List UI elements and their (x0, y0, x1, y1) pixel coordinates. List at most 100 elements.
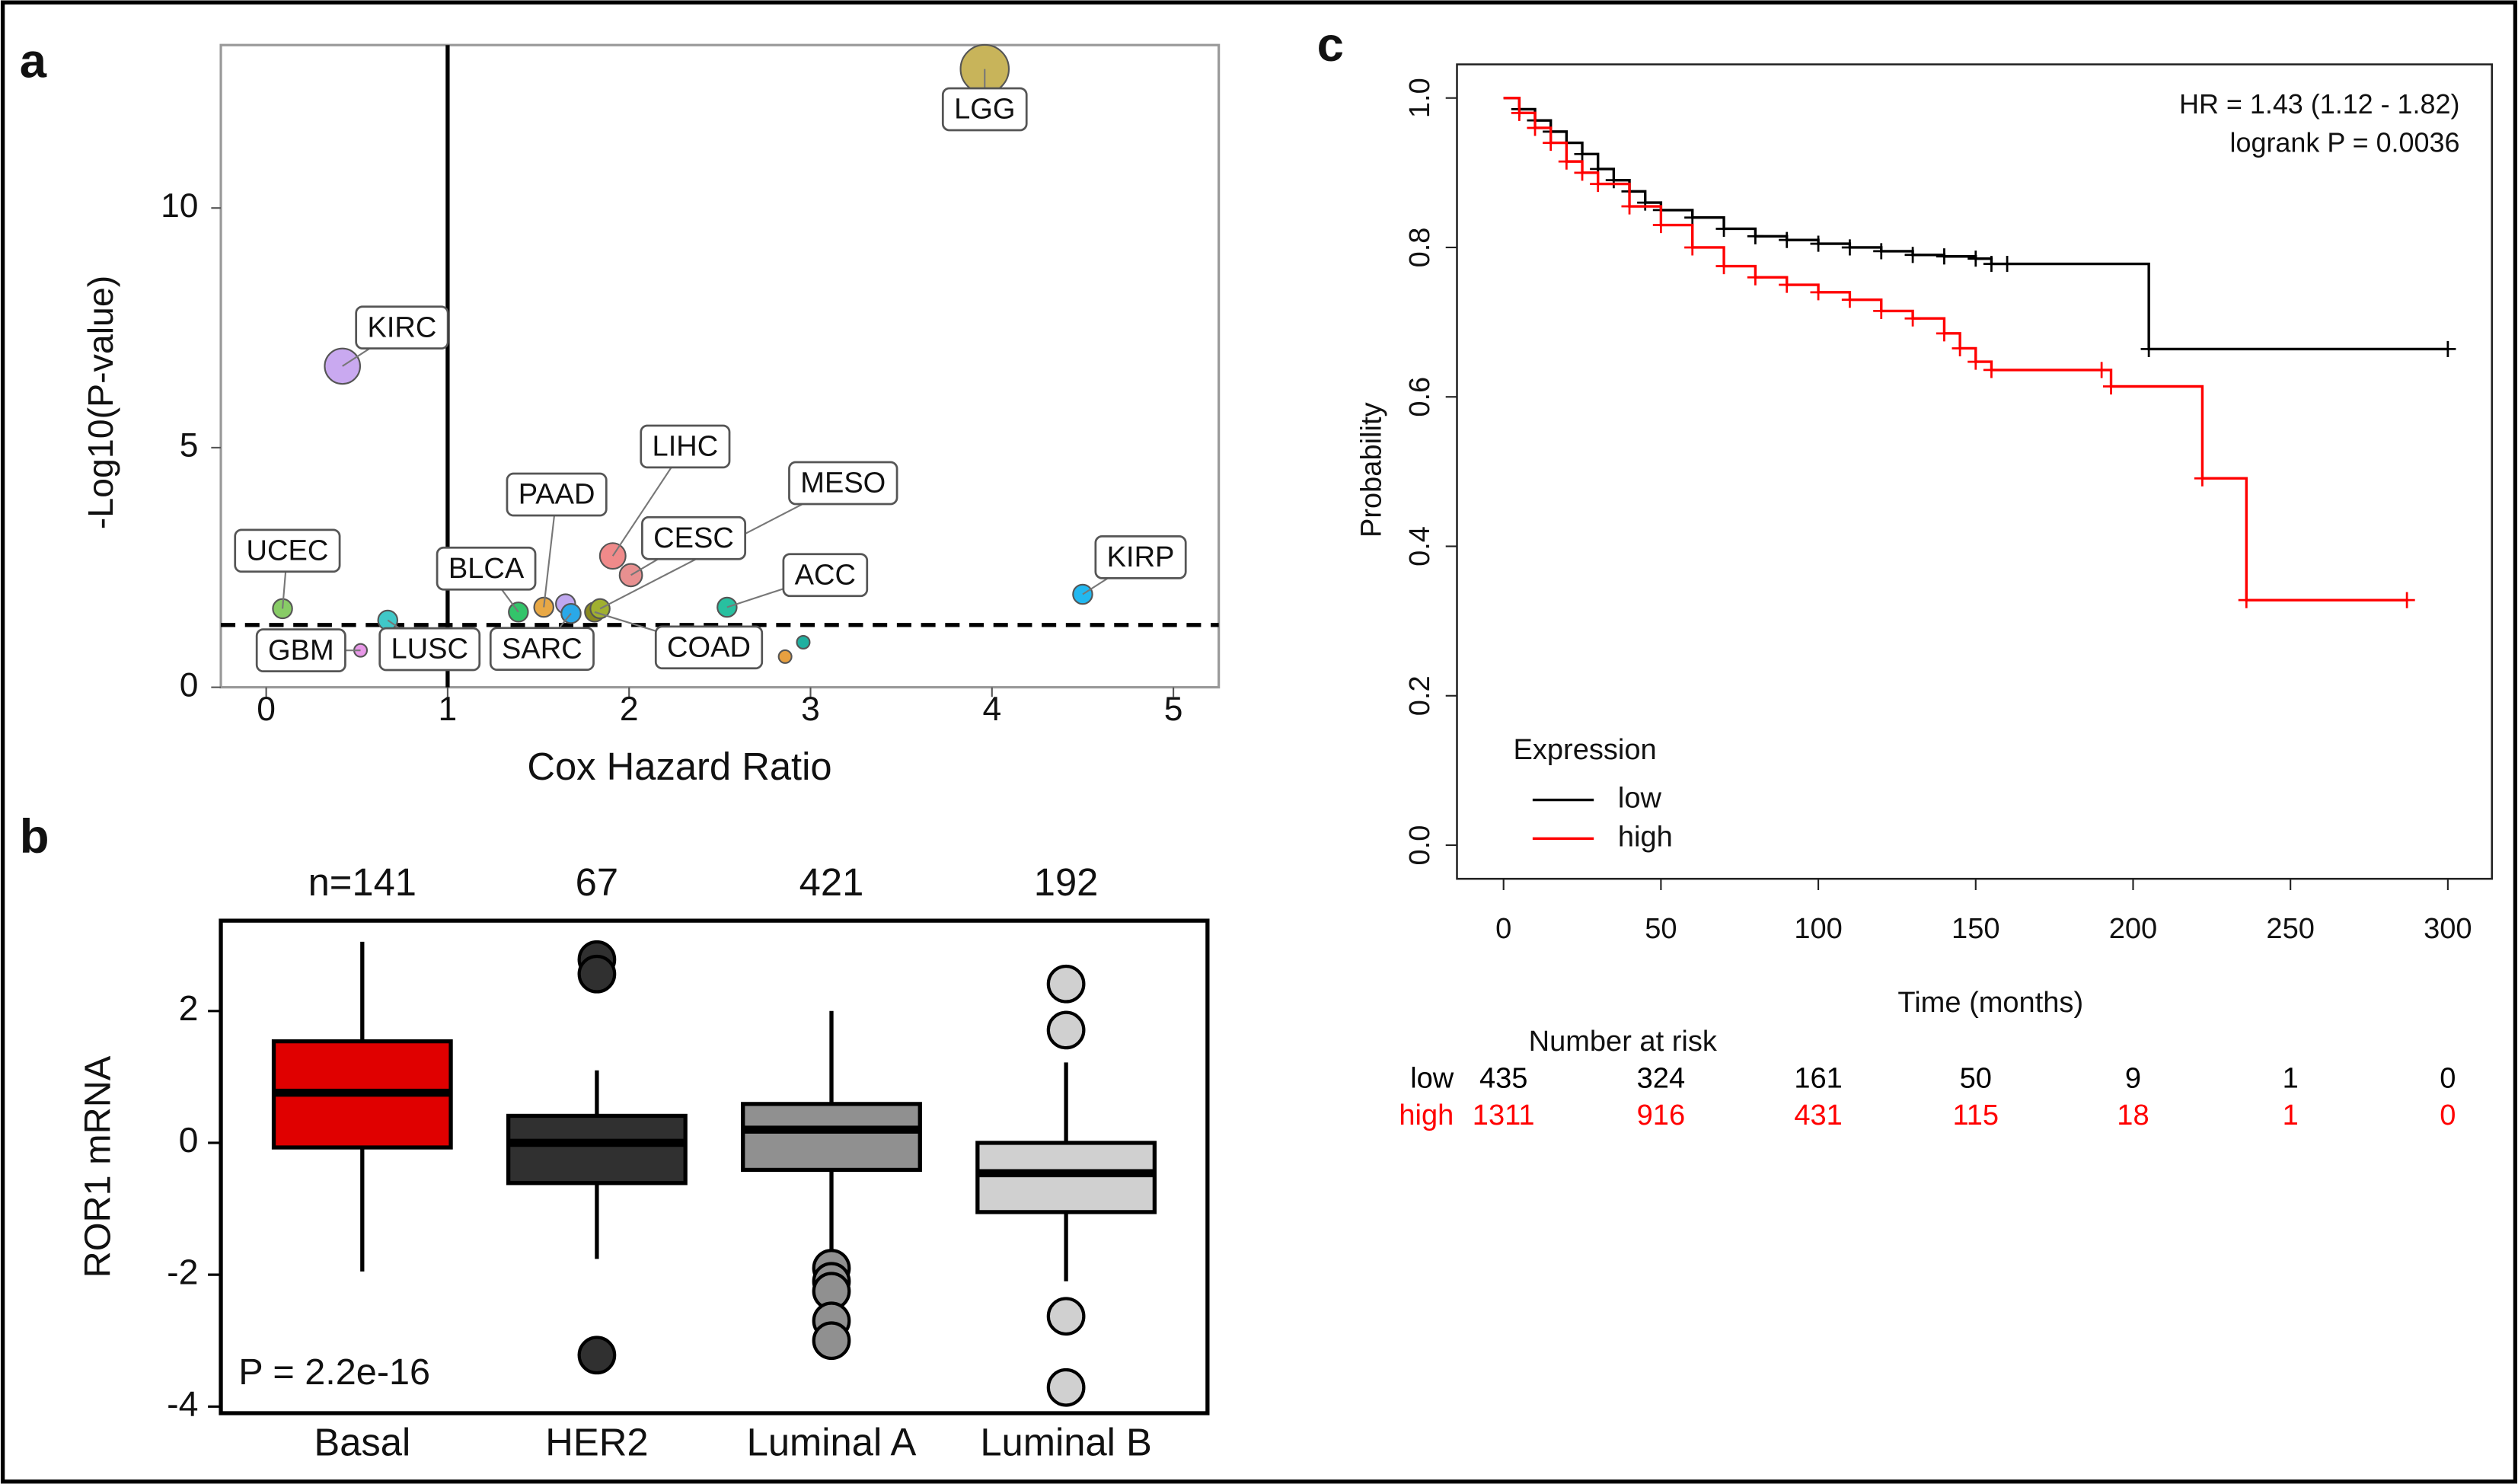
box (506, 1113, 688, 1186)
risk-count: 1311 (1473, 1099, 1535, 1131)
censor-mark (1873, 243, 1890, 260)
annotation: P = 2.2e-16 (238, 1352, 430, 1393)
y-tick-label: 1.0 (1404, 78, 1436, 118)
x-tick-label: 0 (1495, 913, 1511, 945)
annotation: logrank P = 0.0036 (2230, 127, 2460, 158)
point-label: LGG (954, 94, 1015, 126)
label-box-frame (941, 87, 1028, 132)
count-label: 192 (1034, 860, 1099, 904)
y-tick-label: -2 (167, 1252, 198, 1291)
x-tick-label: Basal (314, 1421, 410, 1464)
risk-count: 0 (2440, 1062, 2456, 1094)
x-tick-label: HER2 (545, 1421, 648, 1464)
annotation: HR = 1.43 (1.12 - 1.82) (2179, 88, 2459, 120)
censor-mark (2102, 378, 2120, 395)
y-tick-label: -4 (167, 1384, 198, 1424)
y-tick-label: 0.8 (1404, 228, 1436, 268)
censor-mark (1952, 340, 1968, 357)
count-label: 67 (576, 860, 618, 904)
label-box: KIRP (1094, 535, 1187, 579)
bubble (796, 634, 811, 649)
censor-mark (1511, 104, 1527, 121)
censor-mark (2194, 470, 2210, 487)
point-label: UCEC (247, 535, 329, 566)
x-tick-label: Luminal A (747, 1421, 917, 1464)
risk-count: 18 (2117, 1099, 2149, 1131)
censor-mark (1590, 175, 1607, 193)
label-box-frame (355, 305, 449, 350)
outlier (1046, 1010, 1086, 1050)
y-tick-label: 0 (179, 1120, 199, 1160)
censor-mark (1574, 145, 1591, 162)
point-label: COAD (667, 631, 751, 663)
panel-label: c (1317, 18, 1344, 72)
x-tick-label: 300 (2424, 913, 2472, 945)
point-label: CESC (653, 522, 734, 554)
censor-mark (1999, 255, 2015, 273)
x-tick-label: 3 (801, 691, 820, 728)
count-label: n=141 (308, 860, 416, 904)
y-axis-label: -Log10(P-value) (81, 276, 120, 529)
point-label: PAAD (519, 479, 595, 511)
risk-count: 0 (2440, 1099, 2456, 1131)
x-tick-label: 2 (620, 691, 639, 728)
panel-label: a (20, 34, 47, 88)
label-box: LGG (941, 87, 1028, 132)
legend-title: Expression (1513, 734, 1656, 766)
censor-mark (1983, 362, 2000, 378)
label-box-frame (640, 424, 731, 469)
point-label: SARC (502, 633, 582, 665)
censor-mark (1527, 120, 1543, 136)
label-box: GBM (255, 628, 346, 673)
label-box: SARC (489, 627, 595, 672)
outlier (1046, 1297, 1086, 1336)
legend-label: high (1618, 821, 1673, 853)
censor-mark (1779, 276, 1795, 293)
outlier (577, 1336, 617, 1375)
label-box: UCEC (234, 528, 341, 573)
y-axis-label: Probability (1356, 402, 1388, 538)
censor-mark (1747, 269, 1763, 286)
point-label: BLCA (448, 553, 525, 585)
y-tick-label: 0.4 (1404, 526, 1436, 566)
risk-count: 115 (1952, 1099, 1999, 1131)
censor-mark (1841, 239, 1858, 256)
panel-label: b (20, 810, 49, 863)
label-box: CESC (641, 515, 747, 560)
risk-count: 435 (1479, 1062, 1527, 1094)
x-axis-label: Time (months) (1897, 987, 2083, 1019)
label-box: LUSC (378, 627, 481, 672)
x-tick-label: 1 (439, 691, 458, 728)
censor-mark (1904, 310, 1921, 327)
censor-mark (2440, 340, 2456, 358)
censor-mark (1967, 353, 1984, 370)
bubble (1072, 583, 1093, 605)
censor-mark (1684, 239, 1701, 256)
label-box-frame (641, 515, 747, 560)
y-tick-label: 5 (180, 427, 199, 464)
plot-frame (219, 43, 1221, 689)
point-label: KIRC (367, 311, 436, 343)
risk-count: 50 (1960, 1062, 1992, 1094)
censor-mark (1574, 164, 1591, 181)
count-label: 421 (799, 860, 864, 904)
outlier (577, 954, 617, 994)
y-tick-label: 10 (161, 187, 198, 225)
censor-mark (1715, 220, 1732, 238)
label-box-frame (506, 472, 608, 517)
plot-frame (1456, 63, 2494, 880)
censor-mark (2238, 592, 2255, 608)
y-tick-label: 2 (179, 988, 199, 1028)
x-tick-label: 200 (2109, 913, 2157, 945)
bubble (777, 649, 793, 664)
censor-mark (1652, 216, 1669, 234)
risk-count: 324 (1637, 1062, 1685, 1094)
censor-mark (1543, 135, 1559, 152)
label-box: COAD (654, 625, 764, 670)
outlier (812, 1321, 851, 1361)
label-box-frame (1094, 535, 1187, 579)
censor-mark (2093, 362, 2110, 378)
risk-count: 9 (2125, 1062, 2141, 1094)
